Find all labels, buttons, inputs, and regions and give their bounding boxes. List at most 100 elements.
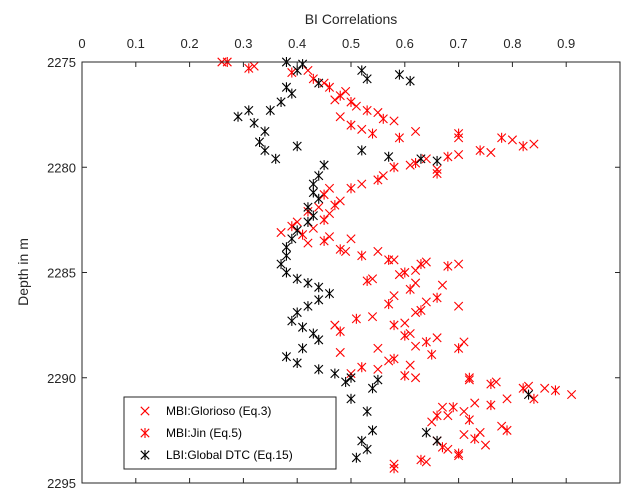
data-point — [287, 67, 297, 78]
y-axis-ticks: 2275 2280 2285 2290 2295 — [47, 55, 620, 491]
data-point — [529, 139, 539, 149]
x-axis-ticks: 0 0.1 0.2 0.3 0.4 0.5 0.6 0.7 0.8 0.9 — [78, 36, 575, 483]
data-point — [362, 406, 372, 417]
data-point — [367, 383, 378, 394]
data-point — [373, 364, 383, 374]
data-point — [389, 116, 399, 126]
data-point — [394, 270, 405, 280]
x-tick-label: 0.1 — [127, 36, 145, 51]
data-point — [351, 313, 361, 324]
data-point — [410, 373, 421, 383]
data-point — [308, 328, 318, 339]
data-point — [314, 364, 324, 375]
data-point — [432, 435, 442, 446]
legend: MBI:Glorioso (Eq.3) MBI:Jin (Eq.5) LBI:Glo… — [123, 396, 337, 470]
data-point — [308, 223, 318, 233]
data-point — [357, 250, 367, 261]
data-point — [357, 435, 367, 446]
y-tick-label: 2275 — [47, 55, 76, 70]
data-point — [410, 265, 421, 275]
data-point — [384, 254, 394, 265]
data-point — [389, 463, 399, 474]
data-point — [303, 216, 313, 227]
data-point — [443, 151, 453, 162]
data-point — [432, 155, 442, 166]
data-point — [437, 442, 448, 453]
data-point — [491, 377, 501, 387]
data-point — [523, 381, 534, 391]
data-point — [416, 153, 426, 164]
data-point — [276, 227, 286, 238]
data-point — [416, 259, 426, 270]
data-point — [330, 368, 340, 379]
data-point — [362, 275, 372, 286]
data-point — [324, 82, 335, 93]
data-point — [454, 128, 464, 139]
data-point — [367, 274, 378, 284]
data-point — [432, 292, 442, 303]
data-point — [271, 153, 281, 164]
data-point — [341, 86, 351, 97]
data-point — [416, 454, 426, 465]
data-point — [421, 427, 431, 438]
data-point — [470, 398, 480, 408]
data-point — [297, 343, 308, 354]
legend-marker — [140, 406, 150, 416]
data-point — [486, 147, 496, 158]
data-point — [464, 372, 474, 383]
data-point — [523, 389, 534, 400]
data-point — [475, 427, 485, 438]
data-point — [297, 322, 308, 333]
data-point — [335, 347, 345, 358]
data-point — [265, 105, 275, 116]
data-point — [341, 376, 351, 387]
x-tick-label: 0.6 — [396, 36, 414, 51]
data-point — [480, 440, 491, 450]
data-point — [308, 210, 318, 221]
data-point — [362, 105, 372, 116]
data-point — [405, 328, 415, 339]
legend-marker — [140, 428, 150, 438]
y-tick-label: 2295 — [47, 476, 76, 491]
data-point — [319, 189, 329, 200]
data-point — [421, 297, 431, 307]
data-point — [330, 95, 340, 105]
data-point — [351, 101, 361, 111]
data-point — [421, 257, 431, 267]
data-point — [437, 280, 448, 290]
data-point — [373, 374, 383, 385]
data-point — [335, 196, 345, 206]
data-point — [443, 411, 453, 421]
data-point — [454, 343, 464, 354]
data-point — [324, 288, 335, 299]
data-point — [292, 358, 302, 369]
data-point — [341, 246, 351, 257]
data-point — [400, 370, 410, 381]
data-point — [378, 113, 388, 124]
data-point — [314, 193, 324, 204]
data-point — [292, 273, 302, 284]
data-point — [260, 145, 270, 156]
legend-label: MBI:Glorioso (Eq.3) — [166, 404, 271, 418]
data-point — [410, 126, 421, 137]
data-point — [421, 336, 431, 347]
data-point — [297, 59, 308, 70]
data-point — [324, 183, 335, 193]
data-point — [324, 232, 335, 242]
data-point — [346, 120, 356, 131]
data-point — [427, 417, 437, 427]
data-point — [303, 202, 313, 213]
data-point — [292, 217, 302, 227]
data-point — [308, 179, 318, 190]
data-point — [459, 429, 469, 440]
data-point — [281, 82, 292, 93]
data-point — [405, 160, 415, 170]
data-point — [233, 111, 243, 122]
data-point — [540, 383, 550, 393]
data-point — [432, 410, 442, 421]
data-point — [335, 326, 345, 337]
y-tick-label: 2290 — [47, 371, 76, 386]
data-point — [249, 118, 259, 129]
legend-label: LBI:Global DTC (Eq.15) — [166, 448, 293, 462]
